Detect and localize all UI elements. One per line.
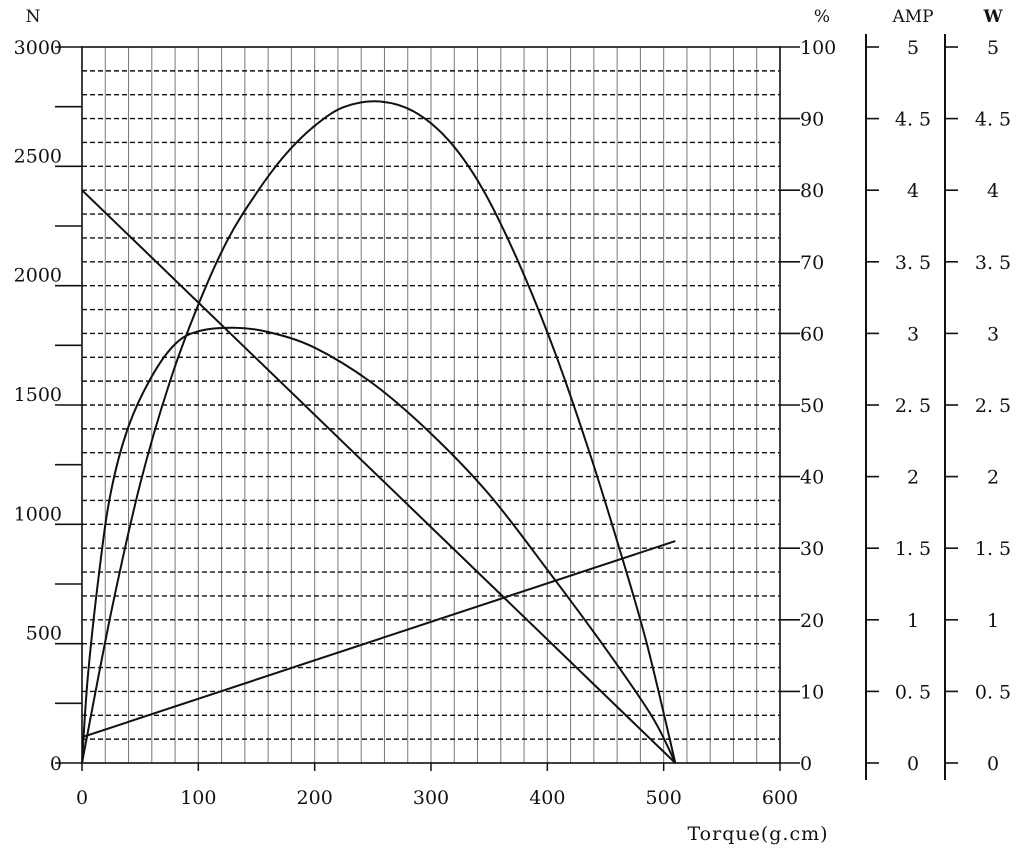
x-tick-label: 300	[413, 787, 449, 809]
labels: 0 100 200 300 400 500 600Torque(g.cm)050010001…	[14, 7, 1011, 845]
watt-axis-tick-label: 3. 5	[975, 252, 1011, 274]
watt-axis-tick-label: 2	[987, 467, 999, 489]
efficiency-curve	[81, 326, 677, 764]
amp-axis-tick-label: 0. 5	[895, 681, 931, 703]
left-axis-tick-label: 3000	[14, 37, 62, 59]
watt-axis-unit: W	[982, 7, 1003, 27]
percent-axis-tick-label: 20	[800, 610, 824, 632]
percent-axis-tick-label: 80	[800, 180, 824, 202]
amp-axis-unit: AMP	[891, 7, 933, 27]
percent-axis-tick-label: 90	[800, 109, 824, 131]
percent-axis-tick-label: 50	[800, 395, 824, 417]
percent-axis-tick-label: 40	[800, 467, 824, 489]
watt-axis-tick-label: 2. 5	[975, 395, 1011, 417]
percent-axis-tick-label: 70	[800, 252, 824, 274]
amp-axis-tick-label: 4. 5	[895, 109, 931, 131]
amp-axis-tick-label: 1	[907, 610, 919, 632]
x-tick-label: 400	[529, 787, 565, 809]
amp-axis-tick-label: 2	[907, 467, 919, 489]
left-axis-tick-label: 2500	[14, 145, 62, 167]
x-tick-label: 600	[762, 787, 798, 809]
x-tick-label: 500	[646, 787, 682, 809]
amp-axis-tick-label: 2. 5	[895, 395, 931, 417]
amp-axis-tick-label: 3. 5	[895, 252, 931, 274]
grid	[82, 47, 780, 763]
speed-curve	[81, 189, 676, 764]
watt-axis-tick-label: 0	[987, 753, 999, 775]
watt-axis-tick-label: 5	[987, 37, 999, 59]
left-axis-tick-label: 1000	[14, 503, 62, 525]
amp-axis-tick-label: 1. 5	[895, 538, 931, 560]
power-curve	[81, 100, 677, 764]
axes	[55, 34, 958, 780]
amp-axis-tick-label: 3	[907, 323, 919, 345]
amp-axis-tick-label: 0	[907, 753, 919, 775]
percent-axis-tick-label: 30	[800, 538, 824, 560]
percent-axis-tick-label: 0	[800, 753, 812, 775]
percent-axis-unit: %	[814, 7, 830, 27]
x-tick-label: 0	[76, 787, 88, 809]
watt-axis-tick-label: 4	[987, 180, 999, 202]
percent-axis-tick-label: 10	[800, 681, 824, 703]
watt-axis-tick-label: 1	[987, 610, 999, 632]
left-axis-tick-label: 1500	[14, 384, 62, 406]
left-axis-unit: N	[26, 7, 41, 27]
percent-axis-tick-label: 100	[800, 37, 836, 59]
amp-axis-tick-label: 5	[907, 37, 919, 59]
watt-axis-tick-label: 0. 5	[975, 681, 1011, 703]
watt-axis-tick-label: 3	[987, 323, 999, 345]
amp-axis-tick-label: 4	[907, 180, 919, 202]
current-curve	[81, 540, 676, 739]
left-axis-tick-label: 500	[26, 623, 62, 645]
left-axis-tick-label: 2000	[14, 265, 62, 287]
x-tick-label: 100	[180, 787, 216, 809]
watt-axis-tick-label: 1. 5	[975, 538, 1011, 560]
x-axis-title: Torque(g.cm)	[687, 823, 828, 845]
percent-axis-tick-label: 60	[800, 323, 824, 345]
left-axis-tick-label: 0	[50, 753, 62, 775]
series	[81, 100, 677, 764]
x-tick-label: 200	[297, 787, 333, 809]
watt-axis-tick-label: 4. 5	[975, 109, 1011, 131]
